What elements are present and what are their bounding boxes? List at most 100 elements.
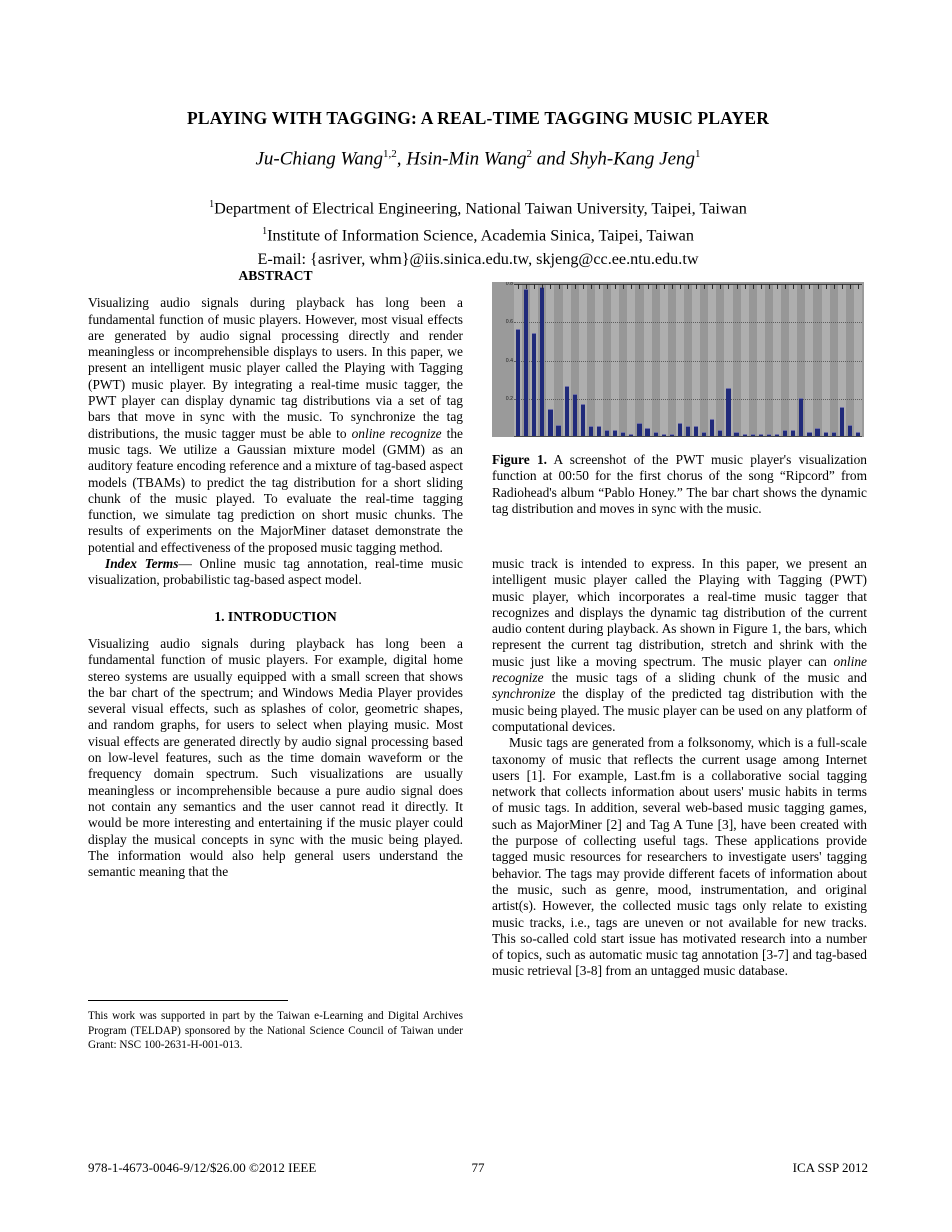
chart-bar-cell <box>813 284 821 437</box>
chart-tick <box>595 284 603 290</box>
intro-p2-italic-2: synchronize <box>492 686 556 702</box>
affiliation-2-marker: 1 <box>262 226 268 238</box>
chart-bar-cell <box>676 284 684 437</box>
author-separator-1: , Hsin-Min Wang <box>396 148 527 170</box>
chart-bar-cell <box>579 284 587 437</box>
chart-bar <box>669 434 674 437</box>
figure-1: 0.80.60.40.2 drumsguitarmalerocksynthele… <box>492 282 864 437</box>
chart-bar-cell <box>611 284 619 437</box>
chart-bar <box>718 430 723 437</box>
chart-tick <box>789 284 797 290</box>
abstract-paragraph: Visualizing audio signals during playbac… <box>88 295 463 556</box>
chart-bar-cell <box>716 284 724 437</box>
intro-paragraph-2: music track is intended to express. In t… <box>492 556 867 735</box>
chart-tick <box>854 284 862 290</box>
author-1: Ju-Chiang Wang <box>255 148 384 170</box>
chart-bar <box>564 386 569 437</box>
chart-tick <box>773 284 781 290</box>
footnote-rule <box>88 1000 288 1001</box>
author-list: Ju-Chiang Wang1,2, Hsin-Min Wang2 and Sh… <box>88 148 868 170</box>
chart-bar-cell <box>595 284 603 437</box>
chart-bar <box>637 422 642 437</box>
chart-bar <box>677 422 683 437</box>
chart-bar <box>791 430 796 437</box>
author-3-affil-marker: 1 <box>695 148 701 160</box>
chart-bar-cell <box>733 284 741 437</box>
chart-bar-cell <box>692 284 700 437</box>
chart-bar <box>831 432 836 437</box>
chart-tick <box>627 284 635 290</box>
chart-tick <box>757 284 765 290</box>
chart-bar-cell <box>652 284 660 437</box>
chart-plot-area <box>514 284 863 437</box>
chart-bar-cell <box>514 284 522 437</box>
chart-bar <box>710 418 715 437</box>
chart-bar <box>726 388 731 437</box>
chart-tick <box>554 284 562 290</box>
chart-bar <box>847 424 852 437</box>
chart-bar-cell <box>563 284 571 437</box>
chart-tick <box>668 284 676 290</box>
chart-tick <box>716 284 724 290</box>
footer-conference: ICA SSP 2012 <box>792 1160 868 1175</box>
chart-bar <box>524 288 529 437</box>
chart-tick <box>700 284 708 290</box>
chart-bar-cell <box>797 284 805 437</box>
chart-bar <box>807 432 812 437</box>
chart-bar <box>750 434 755 437</box>
chart-bar-cell <box>838 284 846 437</box>
right-column: music track is intended to express. In t… <box>492 556 867 980</box>
chart-bar-cell <box>724 284 732 437</box>
intro-p2-text-3: the display of the predicted tag distrib… <box>492 686 867 734</box>
chart-y-tick-label: 0.8 <box>505 282 513 288</box>
chart-tick <box>765 284 773 290</box>
intro-p2-text-1: music track is intended to express. In t… <box>492 556 867 669</box>
chart-tick <box>563 284 571 290</box>
chart-bar-cell <box>854 284 862 437</box>
chart-bar <box>621 432 626 437</box>
chart-bar-cell <box>635 284 643 437</box>
affiliation-1-text: Department of Electrical Engineering, Na… <box>214 199 747 218</box>
affiliation-2: 1Institute of Information Science, Acade… <box>88 220 868 247</box>
chart-bars <box>514 284 862 437</box>
chart-tick <box>822 284 830 290</box>
chart-bar-cell <box>644 284 652 437</box>
chart-tick <box>587 284 595 290</box>
chart-tick <box>684 284 692 290</box>
affiliation-1-marker: 1 <box>209 199 215 210</box>
chart-bar-cell <box>773 284 781 437</box>
chart-tick <box>530 284 538 290</box>
chart-bar <box>774 434 780 437</box>
chart-bar-cell <box>522 284 530 437</box>
chart-bar-cell <box>546 284 554 437</box>
author-separator-2: and Shyh-Kang Jeng <box>531 148 696 170</box>
chart-bar-cell <box>749 284 757 437</box>
chart-bar <box>766 434 772 437</box>
chart-bar <box>572 393 577 437</box>
chart-tick <box>619 284 627 290</box>
affiliation-block: 1Department of Electrical Engineering, N… <box>88 193 868 271</box>
page-footer: 978-1-4673-0046-9/12/$26.00 ©2012 IEEE 7… <box>88 1160 868 1178</box>
chart-bar-cell <box>700 284 708 437</box>
chart-bar-cell <box>571 284 579 437</box>
chart-bar <box>823 432 828 437</box>
chart-bar-cell <box>789 284 797 437</box>
affiliation-1: 1Department of Electrical Engineering, N… <box>88 193 868 220</box>
chart-tick <box>781 284 789 290</box>
chart-bar <box>596 426 602 437</box>
footer-page-number: 77 <box>471 1160 485 1175</box>
chart-bar-cell <box>603 284 611 437</box>
chart-tick <box>741 284 749 290</box>
chart-tick <box>579 284 587 290</box>
chart-gridline <box>514 360 862 362</box>
chart-tick <box>830 284 838 290</box>
chart-bar <box>540 286 545 437</box>
affiliation-2-text: Institute of Information Science, Academ… <box>267 226 694 245</box>
chart-bar-cell <box>741 284 749 437</box>
chart-bar-cell <box>660 284 668 437</box>
chart-tick <box>749 284 757 290</box>
chart-tick <box>660 284 668 290</box>
chart-tick <box>603 284 611 290</box>
chart-bar <box>645 428 650 437</box>
